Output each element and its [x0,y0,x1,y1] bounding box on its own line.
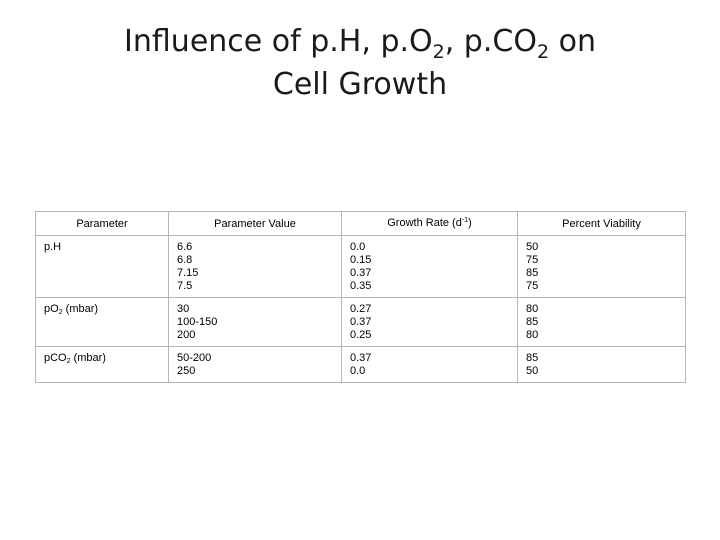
growth-item: 0.37 [350,267,372,279]
title-text-a: Influence of p.H, p.O [124,24,433,59]
viability-item: 80 [526,303,539,315]
title-subscript-co2: 2 [536,41,550,63]
value-item: 6.8 [177,254,193,266]
table-row-po2: pO2 (mbar) 30 100-150 200 0.27 0.37 0.25… [35,297,686,347]
value-item: 200 [177,329,196,341]
growth-item: 0.27 [350,303,372,315]
header-growth-rate-superscript: -1 [461,217,469,224]
growth-item: 0.37 [350,352,372,364]
viability-item: 75 [526,254,539,266]
value-item: 7.15 [177,267,199,279]
growth-item: 0.0 [350,365,366,377]
cell-growth-pco2: 0.37 0.0 [341,346,518,383]
title-subscript-o2: 2 [432,41,445,63]
viability-item: 50 [526,241,539,253]
param-unit: (mbar) [70,352,106,364]
value-item: 100-150 [177,316,218,328]
param-text: pO [44,303,59,315]
table-row-pco2: pCO2 (mbar) 50-200 250 0.37 0.0 85 50 [35,346,686,383]
value-item: 30 [177,303,190,315]
header-parameter-value: Parameter Value [168,211,342,236]
cell-values-pco2: 50-200 250 [168,346,342,383]
title-line-2: Cell Growth [272,67,448,102]
value-item: 7.5 [177,280,193,292]
viability-item: 50 [526,365,539,377]
growth-item: 0.35 [350,280,372,292]
growth-parameters-table: Parameter Parameter Value Growth Rate (d… [35,211,686,383]
growth-item: 0.15 [350,254,372,266]
cell-values-ph: 6.6 6.8 7.15 7.5 [168,235,342,298]
cell-values-po2: 30 100-150 200 [168,297,342,347]
slide-title: Influence of p.H, p.O2, p.CO2 on Cell Gr… [0,22,720,105]
header-growth-rate-end: ) [468,217,472,229]
title-text-c: on [549,24,596,59]
param-subscript: 2 [66,358,71,365]
param-unit: (mbar) [62,303,99,315]
growth-item: 0.37 [350,316,372,328]
viability-item: 75 [526,280,539,292]
cell-viability-po2: 80 85 80 [517,297,686,347]
growth-item: 0.0 [350,241,366,253]
value-item: 6.6 [177,241,193,253]
header-parameter: Parameter [35,211,169,236]
cell-param-pco2: pCO2 (mbar) [35,346,169,383]
param-subscript: 2 [58,309,63,316]
viability-item: 85 [526,352,539,364]
header-growth-rate: Growth Rate (d-1) [341,211,518,236]
title-line-1: Influence of p.H, p.O2, p.CO2 on [0,22,720,65]
cell-growth-po2: 0.27 0.37 0.25 [341,297,518,347]
cell-viability-pco2: 85 50 [517,346,686,383]
cell-growth-ph: 0.0 0.15 0.37 0.35 [341,235,518,298]
viability-item: 85 [526,267,539,279]
cell-param-ph: p.H [35,235,169,298]
header-percent-viability: Percent Viability [517,211,686,236]
cell-param-po2: pO2 (mbar) [35,297,169,347]
value-item: 50-200 [177,352,212,364]
table-header-row: Parameter Parameter Value Growth Rate (d… [35,211,686,236]
cell-viability-ph: 50 75 85 75 [517,235,686,298]
value-item: 250 [177,365,196,377]
param-text: pCO [44,352,67,364]
header-growth-rate-text: Growth Rate (d [387,217,462,229]
viability-item: 80 [526,329,539,341]
viability-item: 85 [526,316,539,328]
table-row-ph: p.H 6.6 6.8 7.15 7.5 0.0 0.15 0.37 0.35 … [35,235,686,298]
title-text-b: , p.CO [444,24,537,59]
growth-item: 0.25 [350,329,372,341]
